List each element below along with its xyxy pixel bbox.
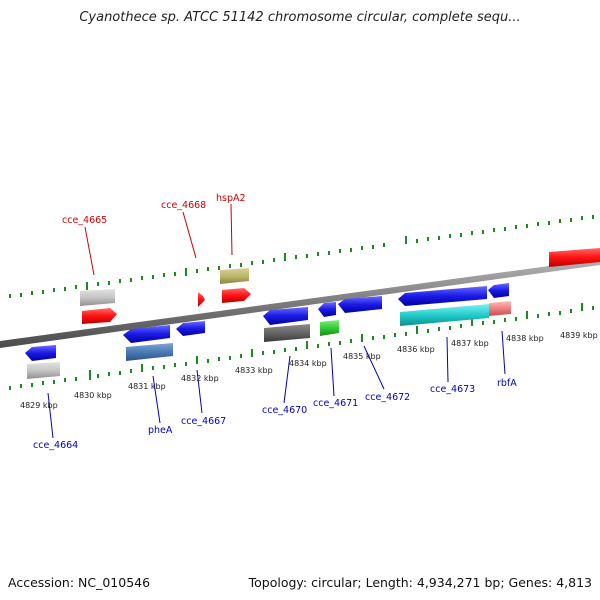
- gene-label-hspa2[interactable]: hspA2: [216, 193, 246, 204]
- gene-arrow[interactable]: [25, 345, 56, 361]
- gene-arrow[interactable]: [198, 292, 205, 307]
- kbp-label: 4838 kbp: [506, 334, 544, 343]
- kbp-label: 4831 kbp: [128, 382, 166, 391]
- forward-genes: [80, 248, 600, 324]
- gene-arrow[interactable]: [318, 302, 336, 317]
- gene-label-cce-4668[interactable]: cce_4668: [161, 200, 206, 211]
- gene-block[interactable]: [320, 320, 339, 336]
- gene-label-cce-4670[interactable]: cce_4670: [262, 405, 307, 416]
- gene-label-cce-4672[interactable]: cce_4672: [365, 392, 410, 403]
- gene-label-cce-4673[interactable]: cce_4673: [430, 384, 475, 395]
- chromosome-backbone: [0, 259, 600, 348]
- gene-arrow[interactable]: [488, 283, 509, 298]
- kbp-label: 4839 kbp: [560, 331, 598, 340]
- gene-block[interactable]: [80, 289, 115, 306]
- reverse-label-connectors: [47, 330, 506, 439]
- reverse-genes: [25, 283, 511, 379]
- reverse-gene-labels: cce_4664 pheA cce_4667 cce_4670 cce_4671…: [33, 378, 517, 451]
- gene-block[interactable]: [264, 324, 310, 342]
- gene-label-cce-4664[interactable]: cce_4664: [33, 440, 78, 451]
- gene-label-cce-4671[interactable]: cce_4671: [313, 398, 358, 409]
- gene-block[interactable]: [126, 343, 173, 361]
- gene-block[interactable]: [400, 304, 489, 326]
- kbp-label: 4832 kbp: [181, 374, 219, 383]
- gene-label-phea[interactable]: pheA: [148, 425, 173, 436]
- gene-arrow[interactable]: [398, 286, 487, 306]
- kbp-label: 4834 kbp: [289, 359, 327, 368]
- forward-gene-labels: cce_4665 cce_4668 hspA2: [62, 193, 246, 226]
- gene-arrow[interactable]: [263, 307, 308, 325]
- forward-label-connectors: [84, 203, 233, 276]
- kbp-label: 4830 kbp: [74, 391, 112, 400]
- kbp-label: 4837 kbp: [451, 339, 489, 348]
- gene-arrow[interactable]: [222, 288, 251, 303]
- gene-block[interactable]: [549, 248, 600, 267]
- kbp-label: 4835 kbp: [343, 352, 381, 361]
- map-title: Cyanothece sp. ATCC 51142 chromosome cir…: [79, 10, 521, 25]
- forward-strand-ticks: [9, 215, 594, 298]
- gene-arrow[interactable]: [82, 308, 117, 324]
- gene-label-rbfa[interactable]: rbfA: [497, 378, 517, 389]
- gene-arrow[interactable]: [176, 321, 205, 336]
- gene-arrow[interactable]: [123, 325, 170, 343]
- kbp-tick-labels: 4829 kbp 4830 kbp 4831 kbp 4832 kbp 4833…: [20, 331, 598, 410]
- gene-block[interactable]: [220, 268, 249, 284]
- reverse-strand-ticks: [9, 303, 594, 390]
- kbp-label: 4829 kbp: [20, 401, 58, 410]
- accession-text: Accession: NC_010546: [8, 575, 151, 590]
- gene-label-cce-4667[interactable]: cce_4667: [181, 416, 226, 427]
- gene-block[interactable]: [27, 362, 60, 379]
- gene-arrow[interactable]: [338, 296, 382, 313]
- gene-label-cce-4665[interactable]: cce_4665: [62, 215, 107, 226]
- gene-block[interactable]: [489, 301, 511, 316]
- kbp-label: 4833 kbp: [235, 366, 273, 375]
- genome-stats-text: Topology: circular; Length: 4,934,271 bp…: [248, 575, 592, 590]
- kbp-label: 4836 kbp: [397, 345, 435, 354]
